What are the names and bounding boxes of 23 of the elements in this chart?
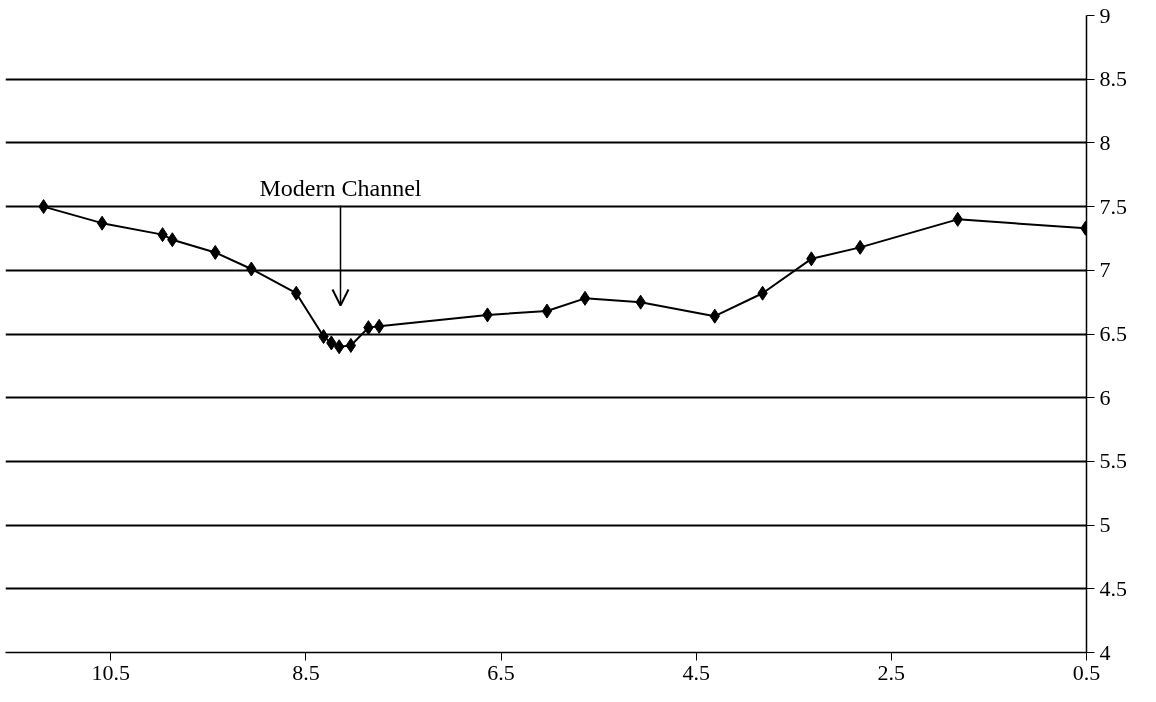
y-tick-label: 8 (1099, 129, 1111, 155)
y-tick-label: 5.5 (1099, 448, 1127, 474)
y-tick-label: 6 (1099, 384, 1111, 410)
y-tick-label: 7.5 (1099, 193, 1127, 219)
y-tick-label: 4.5 (1099, 575, 1127, 601)
y-tick-label: 4 (1099, 639, 1111, 665)
y-tick-label: 6.5 (1099, 321, 1127, 346)
x-tick-label: 2.5 (877, 659, 906, 685)
y-tick-label: 8.5 (1099, 66, 1127, 92)
x-tick-label: 8.5 (292, 659, 320, 685)
point (96, 215, 108, 231)
x-tick-label: 0.5 (1072, 659, 1101, 685)
y-tick-label: 7 (1099, 257, 1111, 283)
annotation: Modern Channel (259, 174, 422, 201)
point (854, 239, 866, 255)
point (541, 303, 553, 319)
x-tick-label: 10.5 (91, 659, 131, 685)
y-tick-label: 9 (1099, 2, 1111, 28)
x-tick-label: 6.5 (487, 659, 515, 685)
y-tick-label: 5 (1099, 512, 1111, 538)
x-tick-label: 4.5 (682, 659, 710, 685)
point (345, 337, 357, 353)
point (579, 290, 591, 306)
